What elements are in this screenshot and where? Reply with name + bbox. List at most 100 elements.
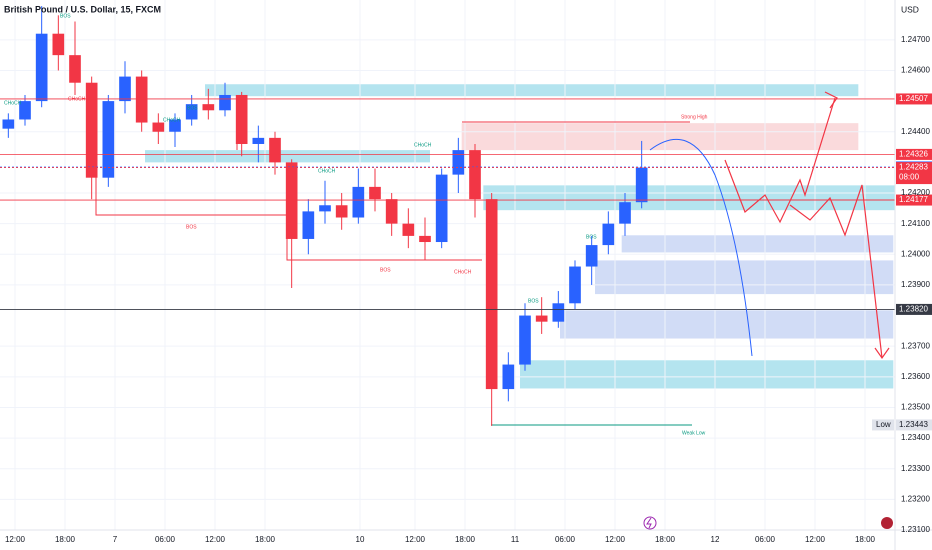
y-tick-label: 1.23900 bbox=[901, 280, 930, 289]
price-badge-label: 1.24507 bbox=[899, 94, 928, 103]
candle-body bbox=[402, 223, 415, 236]
candle-body bbox=[185, 104, 198, 120]
zones bbox=[145, 84, 895, 389]
candle-body bbox=[619, 202, 631, 224]
event-icon[interactable] bbox=[643, 516, 657, 530]
price-badge-label: 1.24326 bbox=[899, 150, 928, 159]
y-tick-label: 1.23600 bbox=[901, 372, 930, 381]
candle-body bbox=[219, 94, 231, 111]
candle-body bbox=[469, 150, 481, 200]
y-tick-label: 1.23400 bbox=[901, 433, 930, 442]
x-tick-label: 18:00 bbox=[455, 535, 476, 544]
candle-body bbox=[302, 211, 315, 239]
candle-body bbox=[269, 137, 281, 163]
x-tick-label: 11 bbox=[511, 535, 520, 544]
axes: 1.24700 1.24600 1.24400 1.24200 1.24100 1.240… bbox=[4, 13, 930, 544]
x-tick-label: 06:00 bbox=[755, 535, 776, 544]
candle-body bbox=[535, 315, 548, 322]
candle-body bbox=[319, 205, 331, 212]
currency-label: USD bbox=[901, 4, 919, 14]
candle-body bbox=[502, 364, 515, 390]
y-tick-label: 1.24600 bbox=[901, 66, 930, 75]
price-badge-label: 1.24177 bbox=[899, 195, 928, 204]
arrow-head bbox=[824, 91, 838, 109]
candles bbox=[2, 6, 648, 426]
annotation: Strong High bbox=[681, 114, 708, 120]
price-badge bbox=[896, 419, 932, 431]
candle-body bbox=[519, 315, 531, 365]
candle-body bbox=[369, 186, 381, 200]
x-tick-label: 7 bbox=[113, 535, 118, 544]
candle-body bbox=[569, 266, 581, 304]
tag-badge bbox=[872, 419, 894, 431]
candle-body bbox=[2, 119, 15, 129]
zone bbox=[483, 185, 895, 211]
candle-body bbox=[252, 137, 265, 144]
candle-body bbox=[335, 205, 348, 218]
y-tick-label: 1.23100 bbox=[901, 525, 930, 534]
price-badge-label: 1.23820 bbox=[899, 305, 928, 314]
candle-body bbox=[585, 245, 598, 267]
annotation: BOS bbox=[60, 13, 71, 19]
x-tick-label: 12:00 bbox=[5, 535, 26, 544]
chart-title: British Pound / U.S. Dollar, 15, FXCM bbox=[4, 4, 161, 14]
x-tick-label: 06:00 bbox=[555, 535, 576, 544]
price-badge bbox=[896, 148, 932, 160]
price-badge bbox=[896, 93, 932, 105]
annotation: CHoCH bbox=[318, 168, 336, 174]
y-tick-label: 1.24100 bbox=[901, 219, 930, 228]
flag-icon bbox=[881, 517, 893, 529]
annotation: BOS bbox=[380, 267, 391, 273]
price-badge-label: 1.23443 bbox=[899, 420, 928, 429]
price-badge bbox=[896, 162, 932, 185]
candle-body bbox=[452, 150, 465, 175]
x-tick-label: 10 bbox=[356, 535, 365, 544]
candle-body bbox=[69, 55, 81, 83]
y-tick-label: 1.23700 bbox=[901, 341, 930, 350]
candle-body bbox=[169, 119, 181, 132]
zone bbox=[595, 260, 894, 295]
countdown: 08:00 bbox=[899, 173, 920, 182]
event-icon-bolt bbox=[646, 517, 652, 529]
projection-path bbox=[724, 97, 836, 224]
projection-path bbox=[789, 184, 883, 359]
y-tick-label: 1.23300 bbox=[901, 464, 930, 473]
annotation: CHoCH bbox=[414, 142, 432, 148]
candle-body bbox=[352, 186, 365, 218]
y-tick-label: 1.24000 bbox=[901, 249, 930, 258]
price-badge-label: 1.24283 bbox=[899, 163, 928, 172]
candle-body bbox=[485, 199, 498, 390]
zone bbox=[461, 123, 859, 151]
x-tick-label: 12:00 bbox=[605, 535, 626, 544]
x-tick-label: 18:00 bbox=[255, 535, 276, 544]
annotation: CHoCH bbox=[454, 269, 472, 275]
zone bbox=[621, 235, 894, 253]
grid bbox=[0, 0, 895, 531]
annotation: BOS bbox=[528, 298, 539, 304]
candle-body bbox=[135, 76, 148, 123]
annotation: CHoCH bbox=[4, 100, 22, 106]
annotation: Weak Low bbox=[682, 430, 706, 436]
levels: 1.245071.243261.242851.2428308:001.24177… bbox=[0, 93, 932, 431]
candle-body bbox=[435, 174, 448, 243]
candle-body bbox=[235, 94, 248, 144]
candle-body bbox=[85, 82, 98, 178]
candle-body bbox=[419, 235, 431, 243]
x-tick-label: 18:00 bbox=[855, 535, 876, 544]
candle-body bbox=[202, 104, 215, 111]
zone bbox=[145, 150, 430, 163]
candle-body bbox=[152, 122, 165, 132]
price-badge bbox=[896, 194, 932, 206]
candle-body bbox=[385, 199, 398, 224]
x-tick-label: 18:00 bbox=[655, 535, 676, 544]
annotation: BOS bbox=[586, 234, 597, 240]
zone bbox=[205, 84, 859, 97]
projection bbox=[649, 91, 890, 360]
price-badge bbox=[896, 303, 932, 315]
y-tick-label: 1.24200 bbox=[901, 188, 930, 197]
tag-label: Low bbox=[876, 420, 891, 429]
annotation: CHoCH bbox=[163, 117, 181, 123]
x-tick-label: 12:00 bbox=[205, 535, 226, 544]
candle-body bbox=[635, 167, 648, 203]
